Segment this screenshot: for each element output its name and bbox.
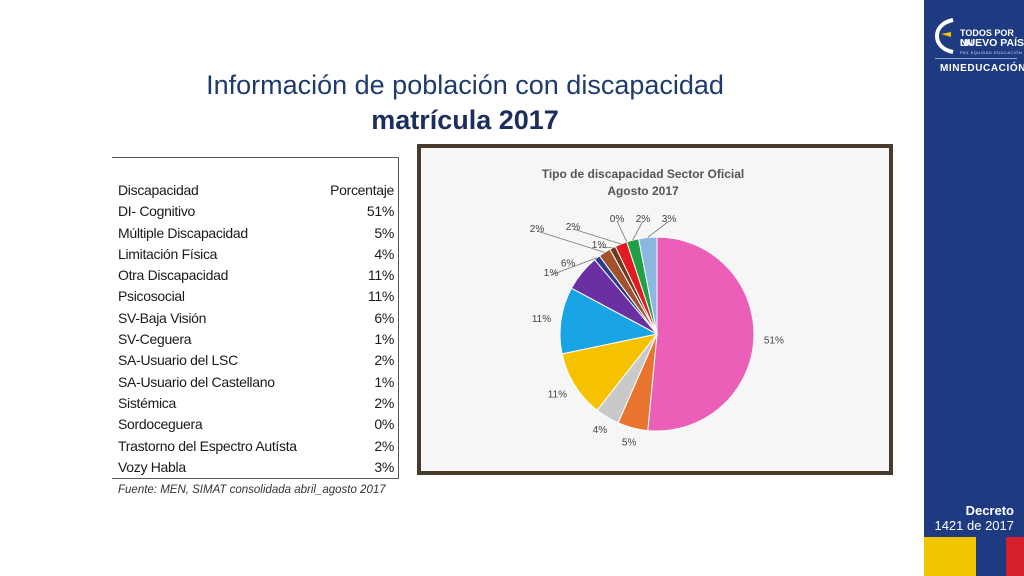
- row-percentage: 51%: [366, 203, 394, 220]
- row-category: Sordoceguera: [118, 416, 203, 433]
- slide-title-line1: Información de población con discapacida…: [206, 70, 724, 100]
- table-row: Psicosocial 11%: [112, 286, 398, 307]
- table-row: SA-Usuario del LSC 2%: [112, 350, 398, 371]
- decree-label: Decreto: [965, 503, 1014, 518]
- brand-mineducacion: MINEDUCACIÓN: [940, 63, 1024, 74]
- table-row: Limitación Física 4%: [112, 244, 398, 265]
- leader-line: [632, 220, 644, 241]
- table-row: SV-Ceguera 1%: [112, 329, 398, 350]
- row-category: SA-Usuario del LSC: [118, 352, 238, 369]
- row-category: SV-Baja Visión: [118, 309, 207, 326]
- row-percentage: 0%: [374, 416, 394, 433]
- slide-title-line2: matrícula 2017: [371, 105, 559, 135]
- row-category: Vozy Habla: [118, 458, 186, 475]
- row-percentage: 5%: [374, 224, 394, 241]
- brand-divider: [935, 58, 1017, 59]
- row-percentage: 11%: [367, 288, 394, 305]
- row-category: SA-Usuario del Castellano: [118, 373, 275, 390]
- pie-data-label: 5%: [622, 437, 637, 448]
- logo-line1: TODOS POR UN: [960, 28, 1014, 48]
- right-sidebar: [924, 0, 1024, 576]
- leader-line: [536, 230, 605, 253]
- table-row: Otra Discapacidad 11%: [112, 265, 398, 286]
- pie-data-label: 51%: [764, 335, 784, 346]
- row-percentage: 3%: [374, 458, 394, 475]
- row-category: Psicosocial: [118, 288, 185, 305]
- row-percentage: 6%: [374, 309, 394, 326]
- table-row: Sistémica 2%: [112, 393, 398, 414]
- table-source: Fuente: MEN, SIMAT consolidada abril_ago…: [118, 484, 386, 496]
- table-body: DI- Cognitivo 51% Múltiple Discapacidad 5% L…: [112, 201, 398, 478]
- row-category: Otra Discapacidad: [118, 267, 229, 284]
- pie-chart: Tipo de discapacidad Sector Oficial Agos…: [530, 167, 784, 448]
- pie-data-label: 2%: [530, 224, 545, 235]
- header-porcentaje: Porcentaje: [330, 182, 394, 198]
- row-percentage: 2%: [374, 352, 394, 369]
- row-percentage: 11%: [367, 267, 394, 284]
- table-header: Discapacidad Porcentaje: [112, 180, 398, 201]
- logo-line2: NUEVO PAÍS: [960, 37, 1024, 49]
- row-percentage: 1%: [374, 331, 394, 348]
- pie-data-label: 1%: [544, 268, 559, 279]
- row-percentage: 2%: [374, 394, 394, 411]
- table-row: Sordoceguera 0%: [112, 414, 398, 435]
- pie-slices: [559, 236, 755, 432]
- table-row: SA-Usuario del Castellano 1%: [112, 372, 398, 393]
- decree-number: 1421 de 2017: [934, 518, 1014, 533]
- flag-stripe-yellow: [924, 537, 976, 576]
- row-category: Múltiple Discapacidad: [118, 224, 248, 241]
- chart-frame: Tipo de discapacidad Sector Oficial Agos…: [417, 144, 893, 475]
- leader-line: [550, 257, 598, 276]
- table-row: DI- Cognitivo 51%: [112, 201, 398, 222]
- row-percentage: 1%: [374, 373, 394, 390]
- table-row: Vozy Habla 3%: [112, 457, 398, 478]
- chart-subtitle: Agosto 2017: [607, 184, 679, 198]
- leader-line: [572, 228, 622, 245]
- chart-canvas: Tipo de discapacidad Sector Oficial Agos…: [421, 148, 889, 471]
- leader-line: [598, 246, 613, 249]
- leader-line: [647, 220, 670, 238]
- pie-slice: [559, 287, 659, 355]
- chart-title: Tipo de discapacidad Sector Oficial: [542, 167, 745, 181]
- row-percentage: 4%: [374, 245, 394, 262]
- pie-data-label: 11%: [548, 390, 567, 401]
- row-category: Limitación Física: [118, 245, 218, 262]
- row-percentage: 2%: [374, 437, 394, 454]
- pie-slice: [561, 333, 659, 411]
- flag-stripe-blue: [976, 537, 1006, 576]
- pie-data-label: 1%: [592, 240, 607, 251]
- row-category: SV-Ceguera: [118, 331, 192, 348]
- leader-line: [616, 220, 628, 243]
- table-row: Trastorno del Espectro Autísta 2%: [112, 436, 398, 457]
- flag-stripe-red: [1006, 537, 1024, 576]
- row-category: Trastorno del Espectro Autísta: [118, 437, 297, 454]
- table-row: SV-Baja Visión 6%: [112, 308, 398, 329]
- pie-slice: [647, 236, 755, 432]
- header-discapacidad: Discapacidad: [118, 182, 199, 198]
- pie-data-label: 0%: [610, 214, 625, 225]
- row-category: DI- Cognitivo: [118, 203, 196, 220]
- flag-logo-icon: [934, 18, 954, 54]
- logo-sub: PAZ EQUIDAD EDUCACIÓN: [960, 50, 1023, 55]
- pie-data-label: 11%: [532, 314, 551, 325]
- pie-labels: 51%5%4%11%11%6%1%2%1%2%0% 2% 3%: [530, 214, 784, 448]
- row-category: Sistémica: [118, 394, 176, 411]
- disability-table: Discapacidad Porcentaje DI- Cognitivo 51%…: [112, 157, 399, 479]
- pie-data-label: 2%: [566, 222, 581, 233]
- pie-data-label: 6%: [561, 259, 576, 270]
- pie-data-label: 2%: [636, 214, 651, 225]
- pie-data-label: 3%: [662, 214, 677, 225]
- table-row: Múltiple Discapacidad 5%: [112, 223, 398, 244]
- pie-data-label: 4%: [593, 425, 608, 436]
